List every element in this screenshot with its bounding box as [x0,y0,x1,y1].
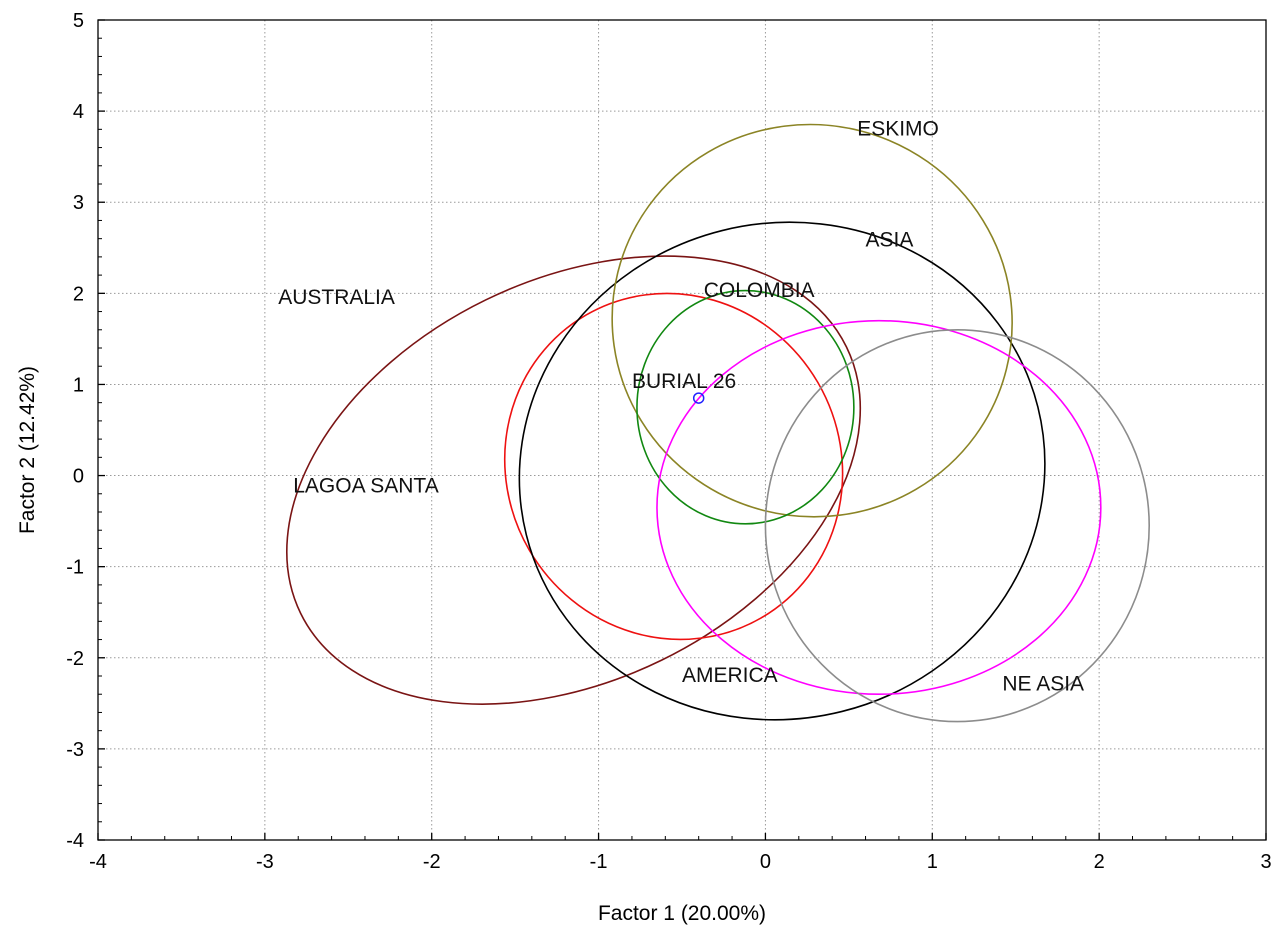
y-tick-label: 5 [73,10,84,32]
x-tick-label: 2 [1094,851,1105,873]
ellipse-lagoa-santa [503,292,844,641]
ellipse-eskimo [611,123,1013,518]
ellipse-label: NE ASIA [1002,672,1084,695]
axis-ticks: -4 -3 -2 -1 0 1 2 3 -4 -3 -2 -1 0 1 2 3 4 5 [66,10,1271,873]
y-tick-label: -1 [66,557,84,579]
ellipse-ne-asia [656,319,1102,696]
ellipse-label: LAGOA SANTA [293,475,439,498]
ellipse-australia [286,255,862,705]
x-tick-label: -1 [590,851,608,873]
ellipse-colombia [636,289,855,525]
x-tick-label: -4 [89,851,107,873]
ellipse-asia [764,328,1151,723]
y-tick-label: 3 [73,192,84,214]
x-axis-label: Factor 1 (20.00%) [598,902,766,925]
ellipse-label: AUSTRALIA [278,286,395,309]
ellipse-labels: ESKIMO ASIA AUSTRALIA COLOMBIA BURIAL 26 LAGO… [278,118,1084,696]
y-tick-label: -2 [66,648,84,670]
y-tick-label: 4 [73,101,84,123]
y-tick-label: 1 [73,374,84,396]
ellipse-label: AMERICA [682,664,778,687]
ellipse-label: ESKIMO [857,118,939,141]
confidence-ellipses [286,123,1151,723]
ellipse-america [518,221,1046,721]
y-tick-label: 2 [73,283,84,305]
data-point [692,392,705,404]
y-tick-label: -3 [66,739,84,761]
x-tick-label: -3 [256,851,274,873]
y-tick-label: 0 [73,466,84,488]
data-points [692,392,705,404]
grid-lines [98,20,1266,840]
ellipse-label: BURIAL 26 [632,370,736,393]
y-axis-label: Factor 2 (12.42%) [16,366,39,534]
ellipse-label: COLOMBIA [704,279,815,302]
plot-frame [97,19,1267,841]
x-tick-label: -2 [423,851,441,873]
y-tick-label: -4 [66,830,84,852]
ellipse-label: ASIA [866,229,914,252]
x-tick-label: 0 [760,851,771,873]
x-tick-label: 3 [1260,851,1271,873]
x-tick-label: 1 [927,851,938,873]
